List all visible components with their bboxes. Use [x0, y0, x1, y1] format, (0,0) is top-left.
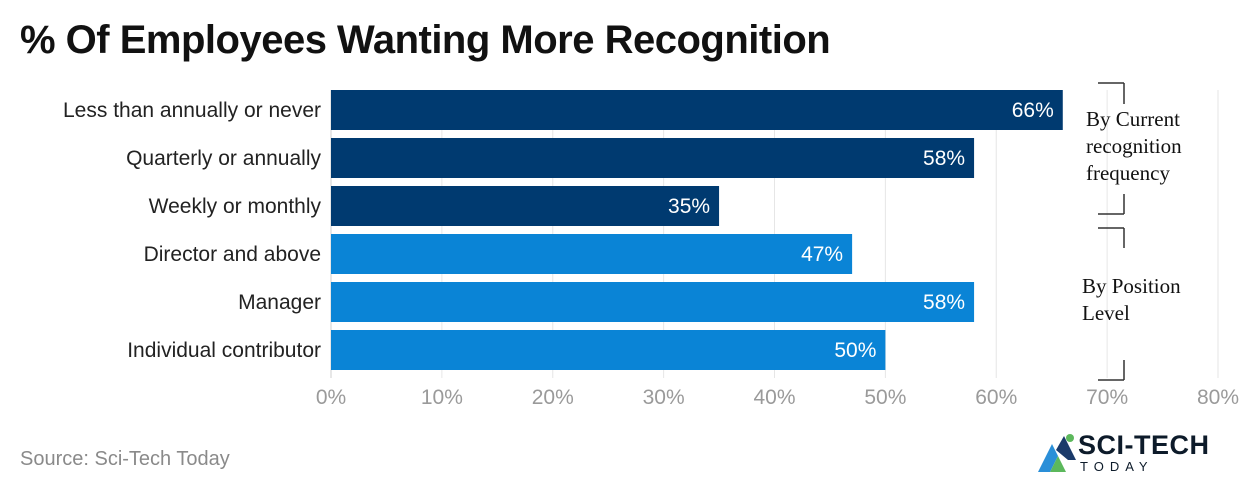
group-label-line: Level: [1082, 301, 1130, 325]
logo-mark-icon: [1038, 434, 1076, 472]
bar-value-label: 50%: [834, 339, 876, 362]
bar-value-label: 58%: [923, 291, 965, 314]
group-label-recognition-frequency: By Current recognition frequency: [1086, 106, 1182, 187]
group-label-line: By Position: [1082, 274, 1181, 298]
category-label: Individual contributor: [127, 339, 321, 362]
bar-value-label: 47%: [801, 243, 843, 266]
category-labels: Less than annually or never Quarterly or …: [63, 99, 321, 362]
bar-value-label: 66%: [1012, 99, 1054, 122]
bar: [331, 282, 975, 322]
category-label: Quarterly or annually: [126, 147, 321, 170]
group-label-line: frequency: [1086, 161, 1170, 185]
x-tick-label: 40%: [753, 386, 795, 409]
x-axis-ticks: 0% 10% 20% 30% 40% 50% 60% 70% 80%: [316, 386, 1239, 409]
category-label: Less than annually or never: [63, 99, 321, 122]
x-tick-label: 0%: [316, 386, 346, 409]
logo-subtext: TODAY: [1080, 459, 1154, 474]
bar: [331, 138, 975, 178]
category-label: Manager: [238, 291, 321, 314]
category-label: Director and above: [144, 243, 321, 266]
x-tick-label: 60%: [975, 386, 1017, 409]
bar-value-label: 58%: [923, 147, 965, 170]
x-tick-label: 80%: [1197, 386, 1239, 409]
group-label-line: By Current: [1086, 107, 1180, 131]
logo-text: SCI-TECH: [1078, 430, 1210, 460]
bars: 66% 58% 35% 47% 58% 50%: [331, 90, 1063, 370]
bar-value-label: 35%: [668, 195, 710, 218]
chart-title: % Of Employees Wanting More Recognition: [20, 18, 831, 62]
bar: [331, 90, 1063, 130]
source-note: Source: Sci-Tech Today: [20, 448, 230, 470]
x-tick-label: 10%: [421, 386, 463, 409]
sci-tech-logo: SCI-TECH TODAY: [1036, 428, 1216, 478]
group-brackets: [1098, 82, 1125, 381]
bar: [331, 330, 886, 370]
bar: [331, 234, 853, 274]
x-tick-label: 70%: [1086, 386, 1128, 409]
bar: [331, 186, 720, 226]
x-tick-label: 50%: [864, 386, 906, 409]
category-label: Weekly or monthly: [149, 195, 322, 218]
group-label-position-level: By Position Level: [1082, 273, 1181, 327]
x-tick-label: 30%: [643, 386, 685, 409]
x-tick-label: 20%: [532, 386, 574, 409]
group-label-line: recognition: [1086, 134, 1182, 158]
